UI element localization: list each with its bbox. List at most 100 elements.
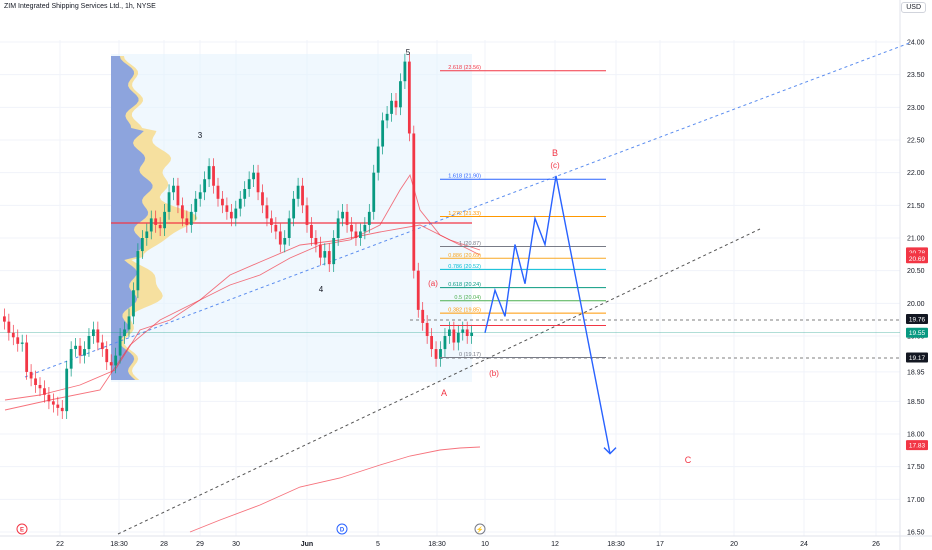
- candle-body: [456, 332, 460, 343]
- event-marker-icon: [336, 523, 348, 535]
- y-tick-label: 23.00: [907, 105, 925, 112]
- y-tick-label: 16.50: [907, 530, 925, 537]
- wave-label: A: [441, 388, 447, 398]
- candle-body: [470, 332, 474, 336]
- candle-body: [247, 179, 251, 189]
- candle-body: [29, 371, 33, 379]
- candle-body: [341, 211, 344, 219]
- price-tag-label: 19.55: [909, 330, 926, 337]
- candle-body: [212, 166, 215, 186]
- candle-body: [430, 336, 433, 350]
- candle-body: [261, 192, 264, 206]
- candle-body: [399, 81, 402, 108]
- y-tick-label: 18.00: [907, 432, 925, 439]
- symbol-title: ZIM Integrated Shipping Services Ltd., 1…: [4, 3, 156, 10]
- x-tick-label: 24: [800, 541, 808, 548]
- candle-body: [60, 407, 64, 412]
- y-tick-label: 22.00: [907, 170, 925, 177]
- x-tick-label: Jun: [301, 541, 313, 548]
- candle-body: [74, 345, 77, 350]
- candle-body: [345, 211, 349, 225]
- candle-body: [25, 342, 29, 372]
- projection-path: [484, 175, 611, 454]
- candle-body: [332, 238, 336, 265]
- event-marker-icon: [16, 523, 28, 535]
- volume-profile-bars-down: [111, 56, 153, 380]
- price-tag-label: 17.83: [909, 443, 926, 450]
- candle-body: [296, 185, 300, 199]
- fib-level-label: 1 (20.87): [459, 241, 481, 247]
- projection-arrowhead: [603, 447, 617, 455]
- candle-body: [274, 224, 278, 232]
- y-tick-label: 24.00: [907, 40, 925, 47]
- wave-label: B: [552, 148, 558, 158]
- x-tick-label: 18:30: [607, 541, 625, 548]
- candle-body: [114, 355, 118, 366]
- candle-body: [11, 332, 15, 338]
- wave-label: 5: [406, 48, 411, 57]
- x-tick-label: 18:30: [110, 541, 128, 548]
- candle-body: [359, 231, 362, 238]
- candle-body: [234, 208, 238, 219]
- candle-body: [443, 336, 447, 350]
- candle-body: [465, 329, 469, 336]
- y-tick-label: 18.50: [907, 399, 925, 406]
- x-tick-label: 5: [376, 541, 380, 548]
- price-tag-label: 19.17: [909, 355, 926, 362]
- candle-body: [38, 385, 42, 389]
- candle-body: [65, 368, 69, 412]
- candle-body: [390, 100, 393, 114]
- x-tick-label: 22: [56, 541, 64, 548]
- candle-body: [310, 224, 313, 238]
- candle-body: [78, 345, 82, 356]
- upper-trend-line: [24, 41, 913, 378]
- y-tick-label: 18.95: [907, 369, 925, 376]
- lower-trend-line: [117, 228, 761, 535]
- wave-label: (c): [550, 161, 560, 170]
- candle-body: [403, 61, 407, 82]
- currency-badge[interactable]: USD: [901, 2, 926, 13]
- fib-level-label: 1.618 (21.90): [448, 174, 481, 180]
- candle-body: [314, 238, 318, 245]
- candle-body: [412, 133, 416, 271]
- y-tick-label: 20.50: [907, 268, 925, 275]
- candle-body: [292, 198, 296, 219]
- y-tick-label: 21.00: [907, 236, 925, 243]
- candle-body: [145, 231, 149, 238]
- candle-body: [318, 244, 322, 258]
- candle-body: [7, 321, 11, 333]
- x-tick-label: 30: [232, 541, 240, 548]
- candle-body: [34, 378, 37, 385]
- candle-body: [363, 224, 367, 232]
- candle-body: [43, 388, 46, 395]
- fib-level-label: 0.382 (19.85): [448, 308, 481, 314]
- event-marker-icon: [474, 523, 486, 535]
- candle-body: [20, 342, 24, 344]
- candle-body: [92, 329, 95, 336]
- candle-body: [372, 172, 376, 212]
- candle-body: [327, 251, 331, 265]
- candle-body: [439, 349, 442, 359]
- fib-level-label: 0.886 (20.69): [448, 253, 481, 259]
- candle-body: [381, 120, 385, 147]
- candle-body: [385, 113, 389, 121]
- candle-body: [16, 337, 20, 344]
- candle-body: [448, 329, 451, 336]
- x-tick-label: 18:30: [428, 541, 446, 548]
- candle-body: [350, 224, 353, 232]
- fib-level-label: 0 (19.17): [459, 352, 481, 358]
- candle-body: [136, 251, 140, 291]
- candle-body: [216, 185, 220, 199]
- candle-body: [51, 401, 55, 405]
- candle-body: [407, 61, 411, 134]
- candle-body: [354, 231, 358, 238]
- candle-body: [376, 146, 380, 173]
- candle-body: [256, 172, 260, 193]
- price-tag: [906, 253, 928, 264]
- candle-body: [283, 238, 287, 245]
- candle-body: [96, 329, 100, 343]
- candle-body: [243, 189, 247, 199]
- y-tick-label: 20.00: [907, 301, 925, 308]
- candle-body: [189, 211, 193, 225]
